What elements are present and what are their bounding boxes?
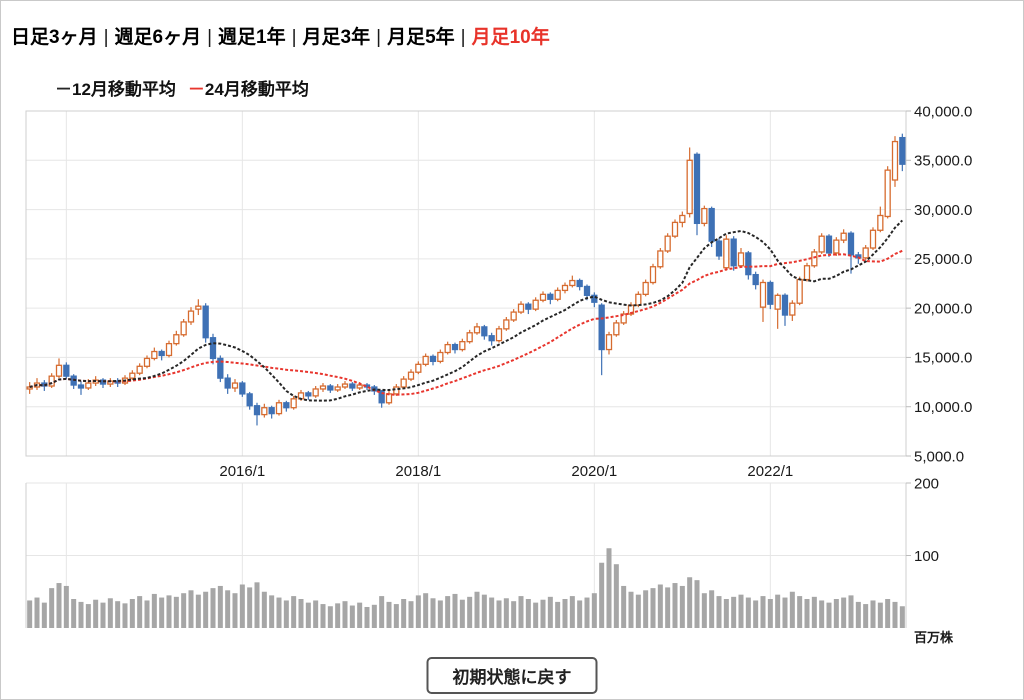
- reset-button[interactable]: 初期状態に戻す: [426, 657, 598, 694]
- ma24-line: [29, 249, 903, 396]
- tab-separator: |: [376, 27, 382, 48]
- candlestick-series: [26, 133, 906, 426]
- volume-unit-label: 百万株: [914, 630, 954, 645]
- legend-item-1: －24月移動平均: [188, 75, 309, 100]
- price-tick-label: 25,000.0: [914, 251, 972, 268]
- tab-separator: |: [460, 27, 466, 48]
- timeframe-tab-2[interactable]: 週足1年: [218, 27, 286, 48]
- price-tick-label: 40,000.0: [914, 103, 972, 120]
- price-tick-label: 15,000.0: [914, 350, 972, 367]
- tab-separator: |: [291, 27, 297, 48]
- x-tick-label: 2018/1: [395, 463, 441, 480]
- x-tick-label: 2016/1: [219, 463, 265, 480]
- volume-tick-label: 100: [914, 548, 939, 565]
- volume-axis-labels: 200 100 百万株: [906, 475, 954, 645]
- price-tick-label: 30,000.0: [914, 202, 972, 219]
- price-tick-label: 20,000.0: [914, 300, 972, 317]
- volume-bars: [27, 548, 905, 628]
- x-axis-labels: 2016/1 2018/1 2020/1 2022/1: [219, 463, 793, 480]
- legend-line-marker: －: [55, 80, 72, 99]
- pane-borders: [25, 110, 907, 628]
- timeframe-tab-3[interactable]: 月足3年: [302, 27, 371, 48]
- legend-label: 24月移動平均: [204, 80, 309, 99]
- legend-line-marker: －: [187, 80, 205, 99]
- timeframe-tabs: 日足3ヶ月 | 週足6ヶ月 | 週足1年 | 月足3年 | 月足5年 | 月足10年: [11, 22, 550, 49]
- timeframe-tab-1[interactable]: 週足6ヶ月: [114, 27, 202, 48]
- price-tick-label: 5,000.0: [914, 448, 964, 465]
- price-tick-label: 10,000.0: [914, 399, 972, 416]
- tab-separator: |: [207, 27, 213, 48]
- grid-lines: [26, 110, 906, 628]
- timeframe-tab-4[interactable]: 月足5年: [387, 27, 455, 48]
- tab-separator: |: [103, 27, 109, 48]
- legend-label: 12月移動平均: [72, 80, 176, 99]
- price-axis-labels: 40,000.0 35,000.0 30,000.0 25,000.0 20,000.0…: [906, 103, 972, 465]
- ma-legend: －12月移動平均 －24月移動平均: [55, 75, 309, 100]
- volume-tick-label: 200: [914, 475, 939, 492]
- x-tick-label: 2022/1: [747, 463, 793, 480]
- price-tick-label: 35,000.0: [914, 153, 972, 170]
- timeframe-tab-0[interactable]: 日足3ヶ月: [11, 27, 98, 48]
- timeframe-tab-5[interactable]: 月足10年: [471, 27, 550, 48]
- x-tick-label: 2020/1: [571, 463, 617, 480]
- ma12-line: [29, 219, 904, 402]
- legend-item-0: －12月移動平均: [55, 75, 176, 100]
